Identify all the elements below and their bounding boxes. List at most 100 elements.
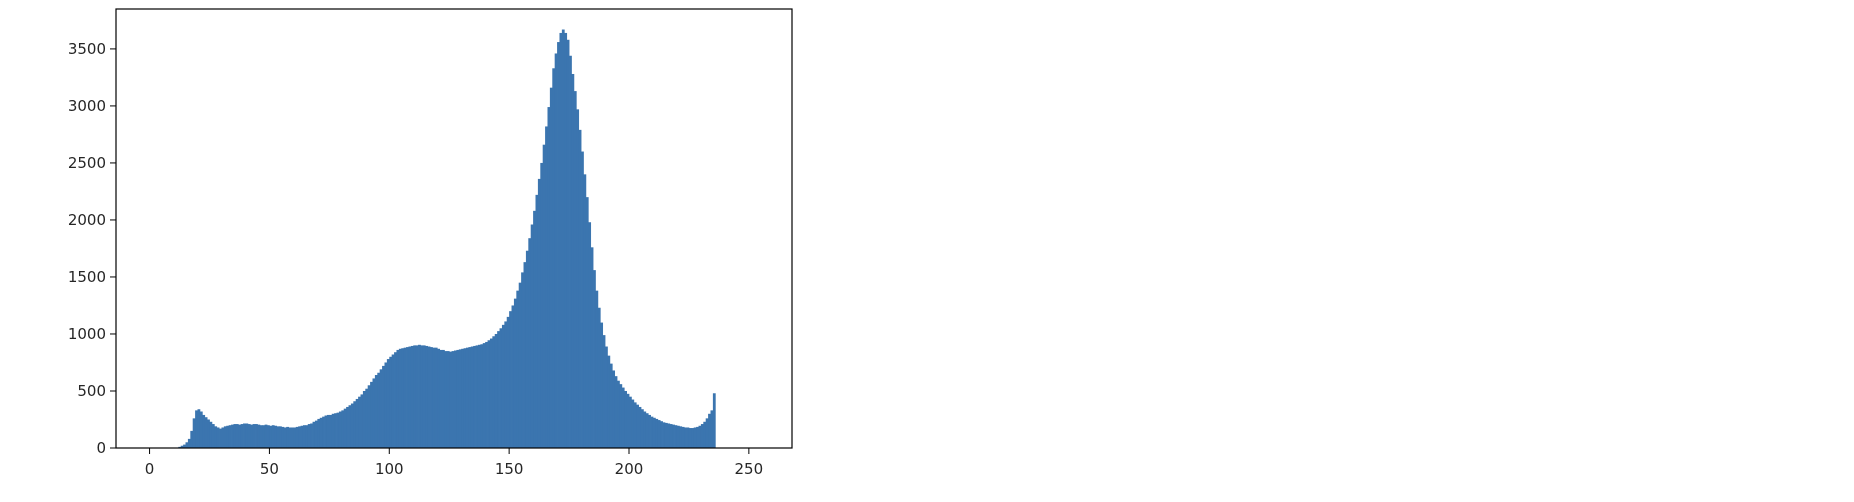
histogram-bar bbox=[633, 402, 637, 448]
histogram-bar bbox=[688, 428, 692, 448]
histogram-bar bbox=[269, 425, 273, 448]
histogram-bar bbox=[542, 144, 546, 448]
histogram-bar bbox=[408, 346, 412, 448]
histogram-bar bbox=[437, 348, 441, 448]
histogram-bar bbox=[360, 394, 364, 448]
histogram-bar bbox=[638, 406, 642, 448]
histogram-bar bbox=[554, 53, 558, 449]
y-tick-label: 2500 bbox=[68, 154, 106, 172]
histogram-bar bbox=[358, 396, 361, 448]
histogram-bar bbox=[195, 410, 198, 448]
histogram-bar bbox=[245, 423, 249, 448]
histogram-bar bbox=[657, 420, 661, 448]
histogram-bar bbox=[420, 345, 424, 448]
histogram-bar bbox=[257, 424, 261, 448]
histogram-bar bbox=[228, 425, 232, 448]
histogram-bar bbox=[396, 349, 400, 448]
histogram-bar bbox=[703, 421, 707, 448]
histogram-bar bbox=[427, 346, 431, 448]
histogram-bar bbox=[209, 421, 213, 448]
histogram-bar bbox=[640, 409, 644, 448]
histogram-bar bbox=[331, 413, 335, 448]
histogram-bar bbox=[317, 418, 321, 448]
y-tick-label: 0 bbox=[96, 439, 106, 457]
histogram-bar bbox=[365, 388, 369, 448]
histogram-bar bbox=[540, 162, 544, 448]
histogram-bar bbox=[279, 426, 282, 448]
histogram-bar bbox=[609, 363, 613, 448]
histogram-bar bbox=[355, 398, 359, 448]
histogram-bar bbox=[559, 32, 563, 448]
histogram-bar bbox=[346, 406, 349, 448]
histogram-bar bbox=[605, 346, 608, 448]
histogram-bar bbox=[511, 305, 515, 448]
histogram-bar bbox=[557, 42, 560, 448]
histogram-bar bbox=[341, 410, 345, 448]
histogram-bar bbox=[418, 344, 421, 448]
histogram-bar bbox=[240, 424, 244, 448]
histogram-bar bbox=[183, 444, 186, 448]
histogram-bar bbox=[401, 348, 405, 448]
histogram-bar bbox=[667, 423, 671, 448]
histogram-bar bbox=[350, 403, 354, 448]
histogram-bars bbox=[178, 29, 716, 449]
histogram-bar bbox=[223, 426, 227, 448]
histogram-bar bbox=[372, 378, 376, 448]
histogram-bar bbox=[430, 347, 433, 448]
histogram-bar bbox=[669, 424, 673, 448]
histogram-bar bbox=[267, 425, 270, 448]
histogram-bar bbox=[487, 340, 491, 448]
x-tick-label: 100 bbox=[375, 460, 404, 478]
histogram-bar bbox=[192, 418, 196, 448]
histogram-bar bbox=[528, 238, 532, 448]
histogram-bar bbox=[597, 307, 601, 448]
histogram-bar bbox=[288, 427, 292, 448]
histogram-bar bbox=[705, 418, 709, 448]
histogram-bar bbox=[444, 351, 448, 448]
histogram-bar bbox=[561, 29, 565, 448]
y-tick-label: 3500 bbox=[68, 40, 106, 58]
histogram-bar bbox=[319, 417, 323, 448]
histogram-bar bbox=[219, 428, 222, 448]
histogram-bar bbox=[302, 425, 306, 448]
histogram-bar bbox=[521, 272, 524, 448]
histogram-bar bbox=[600, 322, 604, 448]
histogram-bar bbox=[238, 424, 242, 448]
histogram-bar bbox=[214, 426, 218, 448]
histogram-bar bbox=[446, 351, 450, 448]
histogram-bar bbox=[463, 348, 467, 448]
histogram-bar bbox=[698, 425, 702, 448]
histogram-bar bbox=[281, 426, 285, 448]
histogram-bar bbox=[513, 298, 517, 448]
histogram-bar bbox=[535, 194, 539, 448]
histogram-bar bbox=[537, 178, 541, 449]
histogram-bar bbox=[382, 365, 385, 448]
histogram-bar bbox=[264, 424, 268, 448]
histogram-bar bbox=[672, 424, 675, 448]
histogram-bar bbox=[231, 424, 234, 448]
histogram-bar bbox=[398, 348, 402, 448]
histogram-bar bbox=[602, 335, 606, 448]
histogram-bar bbox=[235, 424, 239, 448]
histogram-bar bbox=[612, 370, 616, 448]
histogram-bar bbox=[434, 347, 438, 448]
histogram-bar bbox=[583, 174, 587, 449]
histogram-bar bbox=[573, 91, 577, 449]
histogram-bar bbox=[290, 427, 294, 448]
histogram-bar bbox=[708, 413, 711, 448]
histogram-bar bbox=[410, 345, 414, 448]
histogram-bar bbox=[391, 354, 395, 448]
histogram-bar bbox=[293, 427, 297, 448]
histogram-bar bbox=[624, 390, 627, 448]
histogram-bar bbox=[180, 445, 184, 448]
histogram-bar bbox=[655, 418, 659, 448]
histogram-bar bbox=[221, 427, 225, 448]
histogram-bar bbox=[185, 442, 189, 448]
histogram-bar bbox=[477, 344, 481, 448]
histogram-bar bbox=[485, 341, 488, 448]
histogram-bar bbox=[614, 376, 618, 448]
histogram-bar bbox=[494, 333, 498, 448]
histogram-bar bbox=[588, 222, 592, 448]
histogram-bar bbox=[314, 420, 318, 448]
histogram-bar bbox=[386, 359, 390, 448]
